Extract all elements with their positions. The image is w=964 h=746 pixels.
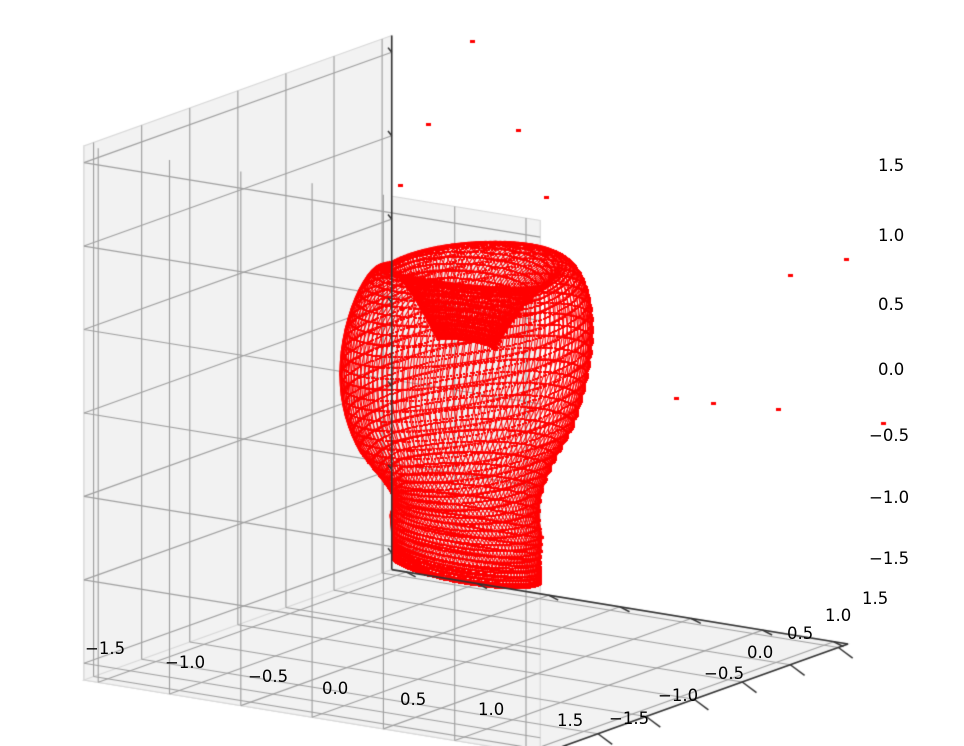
- y-axis-tick-label: 1.5: [862, 589, 889, 608]
- x-axis-tick-label: 0.0: [322, 679, 349, 698]
- x-axis-tick-label: 1.5: [557, 711, 584, 730]
- x-axis-tick-label: −1.0: [165, 653, 206, 672]
- x-axis-tick-label: −0.5: [248, 667, 289, 686]
- y-axis-tick-label: 0.5: [787, 624, 814, 643]
- y-axis-tick-label: 1.0: [825, 606, 852, 625]
- y-axis-tick-label: −1.0: [658, 686, 699, 705]
- z-axis-tick-label: −1.0: [869, 488, 910, 507]
- z-axis-tick-label: 0.5: [878, 295, 905, 314]
- z-axis-tick-label: −0.5: [869, 426, 910, 445]
- y-axis-tick-label: −0.5: [704, 664, 745, 683]
- x-axis-tick-label: 0.5: [400, 690, 427, 709]
- z-axis-tick-label: 1.5: [878, 156, 905, 175]
- z-axis-tick-label: −1.5: [869, 549, 910, 568]
- y-axis-tick-label: 0.0: [747, 643, 774, 662]
- x-axis-tick-label: −1.5: [85, 639, 126, 658]
- z-axis-tick-label: 0.0: [878, 360, 905, 379]
- z-axis-tick-label: 1.0: [878, 226, 905, 245]
- y-axis-tick-label: −1.5: [609, 709, 650, 728]
- x-axis-tick-label: 1.0: [478, 700, 505, 719]
